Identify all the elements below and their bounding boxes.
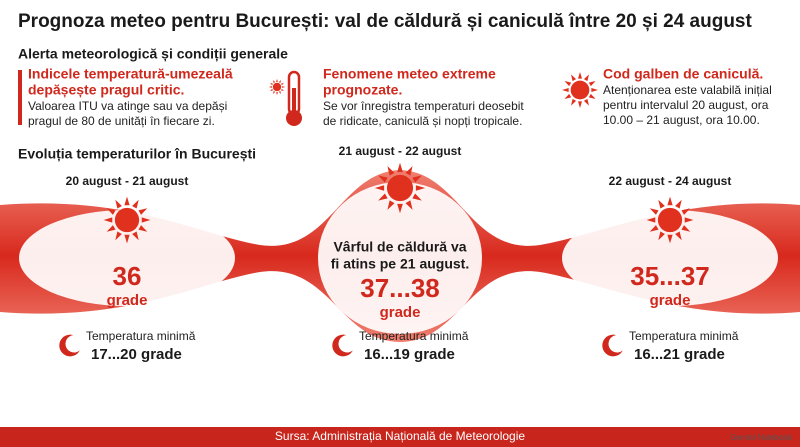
title: Prognoza meteo pentru București: val de …	[18, 11, 753, 32]
peak-note: fi atins pe 21 august.	[331, 256, 469, 272]
panel	[318, 182, 482, 334]
moon-icon	[332, 334, 353, 357]
alert-title: Indicele temperatură-umezeală	[28, 66, 233, 82]
temperature: 36	[113, 261, 142, 291]
alert-body: pentru intervalul 20 august, ora	[603, 98, 769, 112]
min-value: 17...20 grade	[91, 346, 182, 363]
period-dates: 22 august - 24 august	[609, 174, 732, 188]
panel	[19, 210, 235, 306]
section-title: Evoluția temperaturilor în București	[18, 146, 256, 162]
moon-icon	[602, 334, 623, 357]
alert-body: Atenționarea este valabilă inițial	[603, 83, 772, 97]
temperature-unit: grade	[380, 304, 421, 321]
min-label: Temperatura minimă	[359, 329, 469, 343]
temperature-unit: grade	[107, 292, 148, 309]
min-value: 16...19 grade	[364, 346, 455, 363]
period-dates: 21 august - 22 august	[339, 144, 462, 158]
alert-title: Fenomene meteo extreme	[323, 66, 496, 82]
min-label: Temperatura minimă	[86, 329, 196, 343]
alert-body: Valoarea ITU va atinge sau va depăși	[28, 99, 227, 113]
footer-bar	[0, 427, 800, 447]
peak-note: Vârful de căldură va	[333, 239, 466, 255]
temperature-unit: grade	[650, 292, 691, 309]
alert-title: depășește pragul critic.	[28, 82, 184, 98]
alert-body: de ridicate, caniculă și nopți tropicale…	[323, 114, 522, 128]
sun-icon	[562, 72, 598, 108]
source: Sursa: Administrația Națională de Meteor…	[275, 429, 525, 443]
alert-title: prognozate.	[323, 82, 402, 98]
moon-icon	[59, 334, 80, 357]
subtitle: Alerta meteorologică și condiții general…	[18, 46, 288, 62]
thermometer-icon	[269, 70, 302, 126]
min-value: 16...21 grade	[634, 346, 725, 363]
alert-body: Se vor înregistra temperaturi deosebit	[323, 99, 524, 113]
accent-bar	[18, 70, 22, 125]
alert-title: Cod galben de caniculă.	[603, 66, 763, 82]
min-label: Temperatura minimă	[629, 329, 739, 343]
temperature: 37...38	[360, 273, 440, 303]
panel	[562, 210, 778, 306]
brand: Gemini Notebook	[730, 433, 793, 442]
period-dates: 20 august - 21 august	[66, 174, 189, 188]
alert-body: pragul de 80 de unități în fiecare zi.	[28, 114, 215, 128]
temperature: 35...37	[630, 261, 710, 291]
alert-body: 10.00 – 21 august, ora 10.00.	[603, 113, 760, 127]
